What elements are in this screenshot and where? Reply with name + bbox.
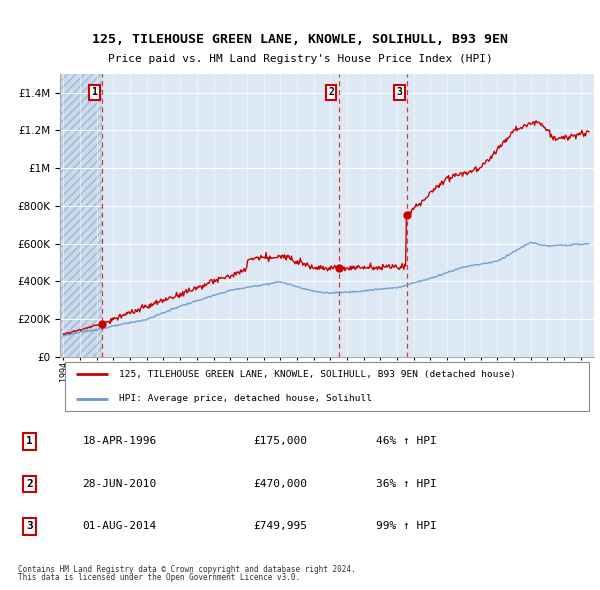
Text: HPI: Average price, detached house, Solihull: HPI: Average price, detached house, Soli… — [119, 394, 372, 403]
Text: 1: 1 — [91, 87, 97, 97]
Text: 125, TILEHOUSE GREEN LANE, KNOWLE, SOLIHULL, B93 9EN: 125, TILEHOUSE GREEN LANE, KNOWLE, SOLIH… — [92, 33, 508, 46]
Text: 36% ↑ HPI: 36% ↑ HPI — [376, 479, 437, 489]
Text: Contains HM Land Registry data © Crown copyright and database right 2024.: Contains HM Land Registry data © Crown c… — [18, 565, 355, 574]
Text: 2: 2 — [26, 479, 33, 489]
Text: 28-JUN-2010: 28-JUN-2010 — [82, 479, 157, 489]
Text: £470,000: £470,000 — [253, 479, 307, 489]
Text: 18-APR-1996: 18-APR-1996 — [82, 437, 157, 447]
Text: 3: 3 — [26, 522, 33, 532]
Text: 01-AUG-2014: 01-AUG-2014 — [82, 522, 157, 532]
Text: Price paid vs. HM Land Registry's House Price Index (HPI): Price paid vs. HM Land Registry's House … — [107, 54, 493, 64]
Text: This data is licensed under the Open Government Licence v3.0.: This data is licensed under the Open Gov… — [18, 573, 300, 582]
Text: 1: 1 — [26, 437, 33, 447]
Text: 2: 2 — [328, 87, 334, 97]
Text: 99% ↑ HPI: 99% ↑ HPI — [376, 522, 437, 532]
Text: 46% ↑ HPI: 46% ↑ HPI — [376, 437, 437, 447]
Text: 3: 3 — [397, 87, 402, 97]
Bar — [60, 74, 102, 357]
Text: £175,000: £175,000 — [253, 437, 307, 447]
Text: £749,995: £749,995 — [253, 522, 307, 532]
Text: 125, TILEHOUSE GREEN LANE, KNOWLE, SOLIHULL, B93 9EN (detached house): 125, TILEHOUSE GREEN LANE, KNOWLE, SOLIH… — [119, 370, 515, 379]
